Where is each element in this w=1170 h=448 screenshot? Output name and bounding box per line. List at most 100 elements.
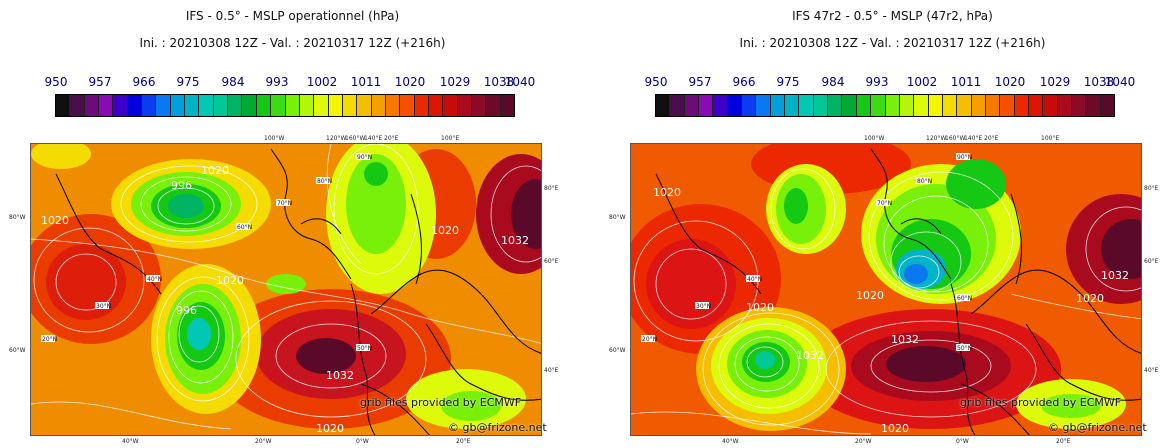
colorbar-swatch <box>842 95 857 116</box>
colorbar-swatch <box>228 95 243 116</box>
colorbar-swatch <box>113 95 128 116</box>
legend-label: 1029 <box>439 75 471 89</box>
colorbar-swatch <box>400 95 415 116</box>
colorbar <box>655 94 1115 117</box>
tick-label: 140°E <box>364 135 383 142</box>
panel-subtitle: Ini. : 20210308 12Z - Val. : 20210317 12… <box>739 36 1046 50</box>
colorbar-swatch <box>871 95 886 116</box>
colorbar-swatch <box>471 95 487 116</box>
legend-label: 1020 <box>994 75 1026 89</box>
lat-label: 70°N <box>877 200 892 207</box>
legend-label: 1040 <box>504 75 536 89</box>
colorbar-swatch <box>957 95 972 116</box>
credit-copyright: © gb@frizone.net <box>1048 421 1147 434</box>
legend-label: 1002 <box>906 75 938 89</box>
colorbar-swatch <box>770 95 786 116</box>
legend-label: 984 <box>821 75 845 89</box>
colorbar-swatch <box>713 95 728 116</box>
panel-operational: IFS - 0.5° - MSLP operationnel (hPa) Ini… <box>0 9 585 445</box>
legend-labels: 950 957 966 975 984 993 1002 1011 1020 1… <box>0 75 585 91</box>
contour-label: 1032 <box>796 349 824 362</box>
colorbar-swatch <box>443 95 458 116</box>
colorbar-swatch <box>1028 95 1044 116</box>
colorbar-swatch <box>185 95 200 116</box>
colorbar-swatch <box>500 95 514 116</box>
colorbar-swatch <box>99 95 114 116</box>
lat-label: 90°N <box>957 154 972 161</box>
panel-title: IFS 47r2 - 0.5° - MSLP (47r2, hPa) <box>792 9 993 23</box>
colorbar-swatch <box>1000 95 1015 116</box>
tick-label: 20°E <box>384 135 399 142</box>
legend-label: 1011 <box>950 75 982 89</box>
colorbar-swatch <box>328 95 343 116</box>
panel-47r2: IFS 47r2 - 0.5° - MSLP (47r2, hPa) Ini. … <box>600 0 1170 448</box>
lat-label: 30°N <box>96 303 111 310</box>
lat-label: 70°N <box>277 200 292 207</box>
tick-label: 80°E <box>544 185 559 192</box>
tick-label: 20°E <box>984 135 999 142</box>
lat-label: 50°N <box>957 345 972 352</box>
lat-label: 20°N <box>642 336 657 343</box>
tick-label: 120°W <box>926 135 947 142</box>
colorbar-swatch <box>756 95 771 116</box>
lat-label: 60°N <box>237 224 252 231</box>
tick-label: 20°E <box>1056 438 1071 445</box>
lat-label: 30°N <box>696 303 711 310</box>
tick-label: 60°E <box>544 258 559 265</box>
lat-label: 40°N <box>147 276 162 283</box>
lat-label: 80°N <box>317 178 332 185</box>
mslp-map-operational: 1020 1020 1020 1020 996 996 1032 1032 10… <box>30 143 542 436</box>
colorbar-swatch <box>271 95 286 116</box>
tick-label: 20°W <box>855 438 872 445</box>
tick-label: 160°W <box>345 135 366 142</box>
contour-label: 1020 <box>1076 292 1104 305</box>
mslp-map-47r2: 1020 1020 1020 1032 1032 1020 1020 1032 … <box>630 143 1142 436</box>
colorbar-swatch <box>670 95 685 116</box>
contour-label: 1020 <box>216 274 244 287</box>
colorbar-swatch <box>656 95 671 116</box>
colorbar-swatch <box>928 95 943 116</box>
credit-source: grib files provided by ECMWF <box>960 396 1122 409</box>
contour-label: 1020 <box>746 301 774 314</box>
contour-label: 1032 <box>501 234 529 247</box>
lat-label: 50°N <box>357 345 372 352</box>
colorbar-swatch <box>828 95 843 116</box>
colorbar-swatch <box>1100 95 1114 116</box>
colorbar-swatch <box>1086 95 1101 116</box>
legend-label: 950 <box>44 75 68 89</box>
tick-label: 0°W <box>356 438 369 445</box>
colorbar-swatch <box>142 95 157 116</box>
colorbar-swatch <box>357 95 372 116</box>
contour-label: 1020 <box>431 224 459 237</box>
tick-label: 60°E <box>1144 258 1159 265</box>
colorbar-swatch <box>199 95 214 116</box>
legend-label: 993 <box>265 75 289 89</box>
colorbar-swatch <box>342 95 358 116</box>
lat-label: 80°N <box>917 178 932 185</box>
legend-label: 993 <box>865 75 889 89</box>
tick-label: 40°W <box>722 438 739 445</box>
colorbar-swatch <box>314 95 329 116</box>
colorbar-swatch <box>84 95 100 116</box>
colorbar-swatch <box>885 95 900 116</box>
legend-label: 1038 <box>1083 75 1115 89</box>
colorbar-swatch <box>1071 95 1087 116</box>
colorbar-swatch <box>1057 95 1072 116</box>
colorbar-swatch <box>727 95 743 116</box>
panel-title: IFS - 0.5° - MSLP operationnel (hPa) <box>185 9 400 23</box>
credit-source: grib files provided by ECMWF <box>360 396 522 409</box>
colorbar-swatch <box>971 95 986 116</box>
colorbar-swatch <box>213 95 229 116</box>
legend-label: 1020 <box>394 75 426 89</box>
tick-label: 80°E <box>1144 185 1159 192</box>
colorbar-swatch <box>684 95 700 116</box>
colorbar-swatch <box>428 95 444 116</box>
colorbar-swatch <box>385 95 401 116</box>
tick-label: 120°W <box>326 135 347 142</box>
colorbar-swatch <box>799 95 814 116</box>
legend-label: 1002 <box>306 75 338 89</box>
tick-label: 40°W <box>122 438 139 445</box>
colorbar-swatch <box>242 95 257 116</box>
legend-label: 984 <box>221 75 245 89</box>
tick-label: 140°E <box>964 135 983 142</box>
